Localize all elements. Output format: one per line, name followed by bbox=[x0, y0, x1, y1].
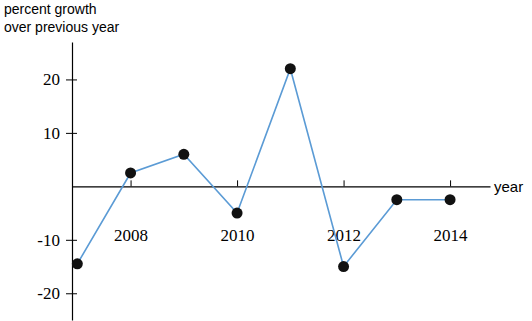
data-point bbox=[285, 63, 296, 74]
data-point bbox=[391, 194, 402, 205]
y-tick-mark bbox=[66, 79, 77, 80]
x-tick-mark bbox=[237, 180, 238, 186]
y-tick-label: 20 bbox=[43, 70, 60, 89]
x-axis-title: year bbox=[494, 178, 523, 195]
y-tick: -10 bbox=[37, 231, 77, 250]
y-axis-title: percent growth bbox=[4, 1, 97, 17]
y-axis-title: over previous year bbox=[4, 19, 120, 35]
y-tick-mark bbox=[66, 293, 77, 294]
x-tick: 2010 bbox=[221, 180, 255, 245]
y-tick-label: -20 bbox=[37, 284, 60, 303]
x-tick: 2008 bbox=[114, 180, 148, 245]
x-axis: 2008 2010 2012 2014 bbox=[73, 180, 491, 245]
x-tick-mark bbox=[131, 180, 132, 186]
y-tick: 10 bbox=[43, 124, 77, 143]
y-tick: 20 bbox=[43, 70, 77, 89]
y-axis-line bbox=[72, 43, 73, 321]
x-axis-line bbox=[73, 186, 491, 187]
x-tick-mark bbox=[450, 180, 451, 186]
data-point bbox=[338, 261, 349, 272]
data-point bbox=[232, 208, 243, 219]
plot-area bbox=[72, 63, 456, 272]
series-line bbox=[77, 69, 450, 267]
y-axis: -20 -10 10 20 bbox=[37, 43, 77, 321]
data-point bbox=[445, 194, 456, 205]
y-tick-label: 10 bbox=[43, 124, 60, 143]
x-tick-label: 2008 bbox=[114, 226, 148, 245]
x-tick-label: 2010 bbox=[221, 226, 255, 245]
data-point bbox=[72, 258, 83, 269]
y-tick-label: -10 bbox=[37, 231, 60, 250]
x-tick: 2012 bbox=[327, 180, 361, 245]
data-point bbox=[178, 149, 189, 160]
chart: -20 -10 10 20 2008 2010 2012 2014 year percent gr… bbox=[0, 0, 532, 321]
x-tick: 2014 bbox=[434, 180, 469, 245]
y-tick: -20 bbox=[37, 284, 77, 303]
x-tick-label: 2014 bbox=[434, 226, 469, 245]
y-tick-mark bbox=[66, 240, 77, 241]
data-point bbox=[125, 167, 136, 178]
x-tick-label: 2012 bbox=[327, 226, 361, 245]
y-tick-mark bbox=[66, 133, 77, 134]
x-tick-mark bbox=[344, 180, 345, 186]
